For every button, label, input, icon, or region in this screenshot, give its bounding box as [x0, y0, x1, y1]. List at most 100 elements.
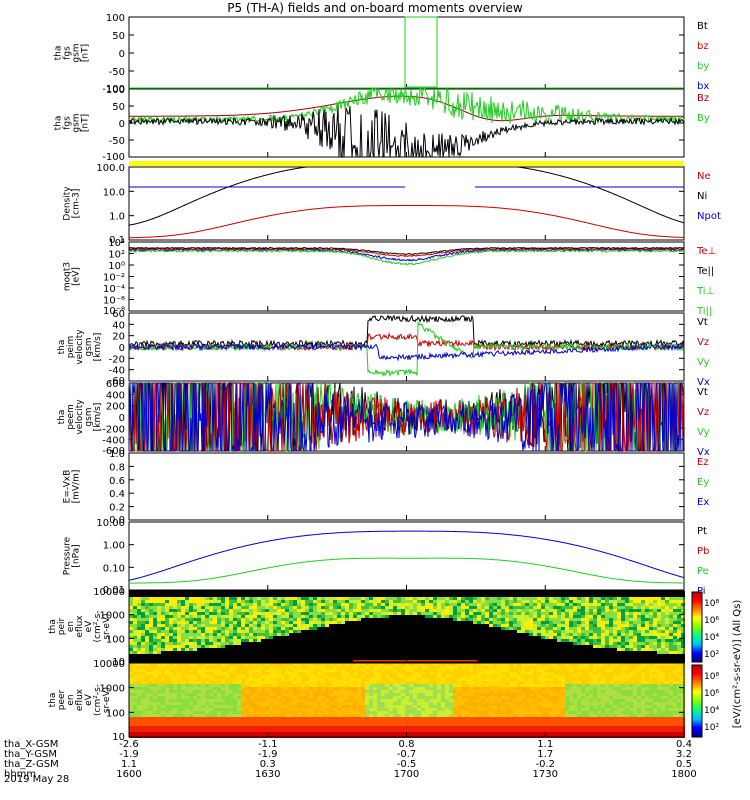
spectrogram-cell — [645, 645, 649, 648]
spectrogram-cell — [177, 693, 181, 696]
spectrogram-cell — [385, 714, 389, 717]
spectrogram-cell — [281, 651, 285, 654]
spectrogram-cell — [249, 600, 253, 603]
spectrogram-cell — [637, 648, 641, 651]
spectrogram-cell — [557, 606, 561, 609]
spectrogram-cell — [205, 600, 209, 603]
spectrogram-cell — [273, 720, 277, 723]
spectrogram-cell — [253, 699, 257, 702]
spectrogram-cell — [185, 648, 189, 651]
spectrogram-cell — [333, 705, 337, 708]
spectrogram-cell — [457, 603, 461, 606]
spectrogram-cell — [261, 705, 265, 708]
spectrogram-cell — [149, 609, 153, 612]
spectrogram-cell — [169, 612, 173, 615]
spectrogram-cell — [617, 600, 621, 603]
spectrogram-cell — [585, 639, 589, 642]
spectrogram-cell — [161, 618, 165, 621]
spectrogram-cell — [309, 651, 313, 654]
spectrogram-cell — [257, 597, 261, 600]
spectrogram-cell — [421, 624, 425, 627]
spectrogram-cell — [181, 606, 185, 609]
spectrogram-cell — [269, 672, 273, 675]
spectrogram-cell — [173, 633, 177, 636]
spectrogram-cell — [441, 651, 445, 654]
spectrogram-cell — [249, 678, 253, 681]
spectrogram-cell — [145, 639, 149, 642]
spectrogram-cell — [645, 639, 649, 642]
spectrogram-cell — [201, 612, 205, 615]
spectrogram-cell — [161, 627, 165, 630]
spectrogram-cell — [417, 618, 421, 621]
spectrogram-cell — [605, 657, 609, 660]
spectrogram-cell — [393, 597, 397, 600]
spectrogram-cell — [293, 606, 297, 609]
spectrogram-cell — [141, 684, 145, 687]
spectrogram-cell — [361, 648, 365, 651]
spectrogram-cell — [481, 597, 485, 600]
spectrogram-cell — [209, 615, 213, 618]
spectrogram-cell — [309, 726, 313, 729]
spectrogram-cell — [501, 606, 505, 609]
spectrogram-cell — [593, 639, 597, 642]
spectrogram-cell — [629, 606, 633, 609]
spectrogram-cell — [313, 684, 317, 687]
spectrogram-cell — [345, 603, 349, 606]
spectrogram-cell — [245, 696, 249, 699]
spectrogram-cell — [425, 648, 429, 651]
spectrogram-cell — [537, 621, 541, 624]
spectrogram-cell — [261, 696, 265, 699]
spectrogram-cell — [489, 618, 493, 621]
spectrogram-cell — [589, 639, 593, 642]
spectrogram-cell — [389, 633, 393, 636]
spectrogram-cell — [273, 621, 277, 624]
spectrogram-cell — [193, 717, 197, 720]
spectrogram-cell — [253, 624, 257, 627]
spectrogram-cell — [201, 705, 205, 708]
spectrogram-cell — [657, 612, 661, 615]
spectrogram-cell — [457, 621, 461, 624]
spectrogram-cell — [397, 603, 401, 606]
spectrogram-cell — [613, 603, 617, 606]
spectrogram-cell — [137, 708, 141, 711]
spectrogram-cell — [473, 630, 477, 633]
spectrogram-cell — [337, 648, 341, 651]
spectrogram-cell — [137, 645, 141, 648]
spectrogram-cell — [457, 654, 461, 657]
spectrogram-cell — [129, 615, 133, 618]
spectrogram-cell — [293, 678, 297, 681]
spectrogram-cell — [597, 591, 601, 594]
spectrogram-cell — [345, 696, 349, 699]
spectrogram-cell — [613, 624, 617, 627]
spectrogram-cell — [133, 720, 137, 723]
spectrogram-cell — [369, 720, 373, 723]
spectrogram-cell — [393, 633, 397, 636]
spectrogram-cell — [477, 657, 481, 660]
spectrogram-cell — [261, 675, 265, 678]
spectrogram-cell — [257, 681, 261, 684]
spectrogram-cell — [305, 591, 309, 594]
spectrogram-cell — [397, 597, 401, 600]
spectrogram-cell — [209, 714, 213, 717]
spectrogram-cell — [393, 681, 397, 684]
spectrogram-cell — [301, 633, 305, 636]
spectrogram-cell — [637, 609, 641, 612]
spectrogram-cell — [509, 591, 513, 594]
spectrogram-cell — [393, 600, 397, 603]
spectrogram-cell — [621, 612, 625, 615]
spectrogram-cell — [669, 639, 673, 642]
spectrogram-cell — [377, 621, 381, 624]
spectrogram-cell — [317, 654, 321, 657]
spectrogram-cell — [237, 618, 241, 621]
spectrogram-cell — [529, 651, 533, 654]
spectrogram-cell — [149, 654, 153, 657]
spectrogram-cell — [313, 723, 317, 726]
spectrogram-cell — [233, 633, 237, 636]
spectrogram-cell — [593, 654, 597, 657]
spectrogram-cell — [357, 669, 361, 672]
spectrogram-cell — [369, 630, 373, 633]
spectrogram-cell — [461, 594, 465, 597]
spectrogram-cell — [169, 642, 173, 645]
spectrogram-cell — [361, 657, 365, 660]
spectrogram-cell — [421, 630, 425, 633]
